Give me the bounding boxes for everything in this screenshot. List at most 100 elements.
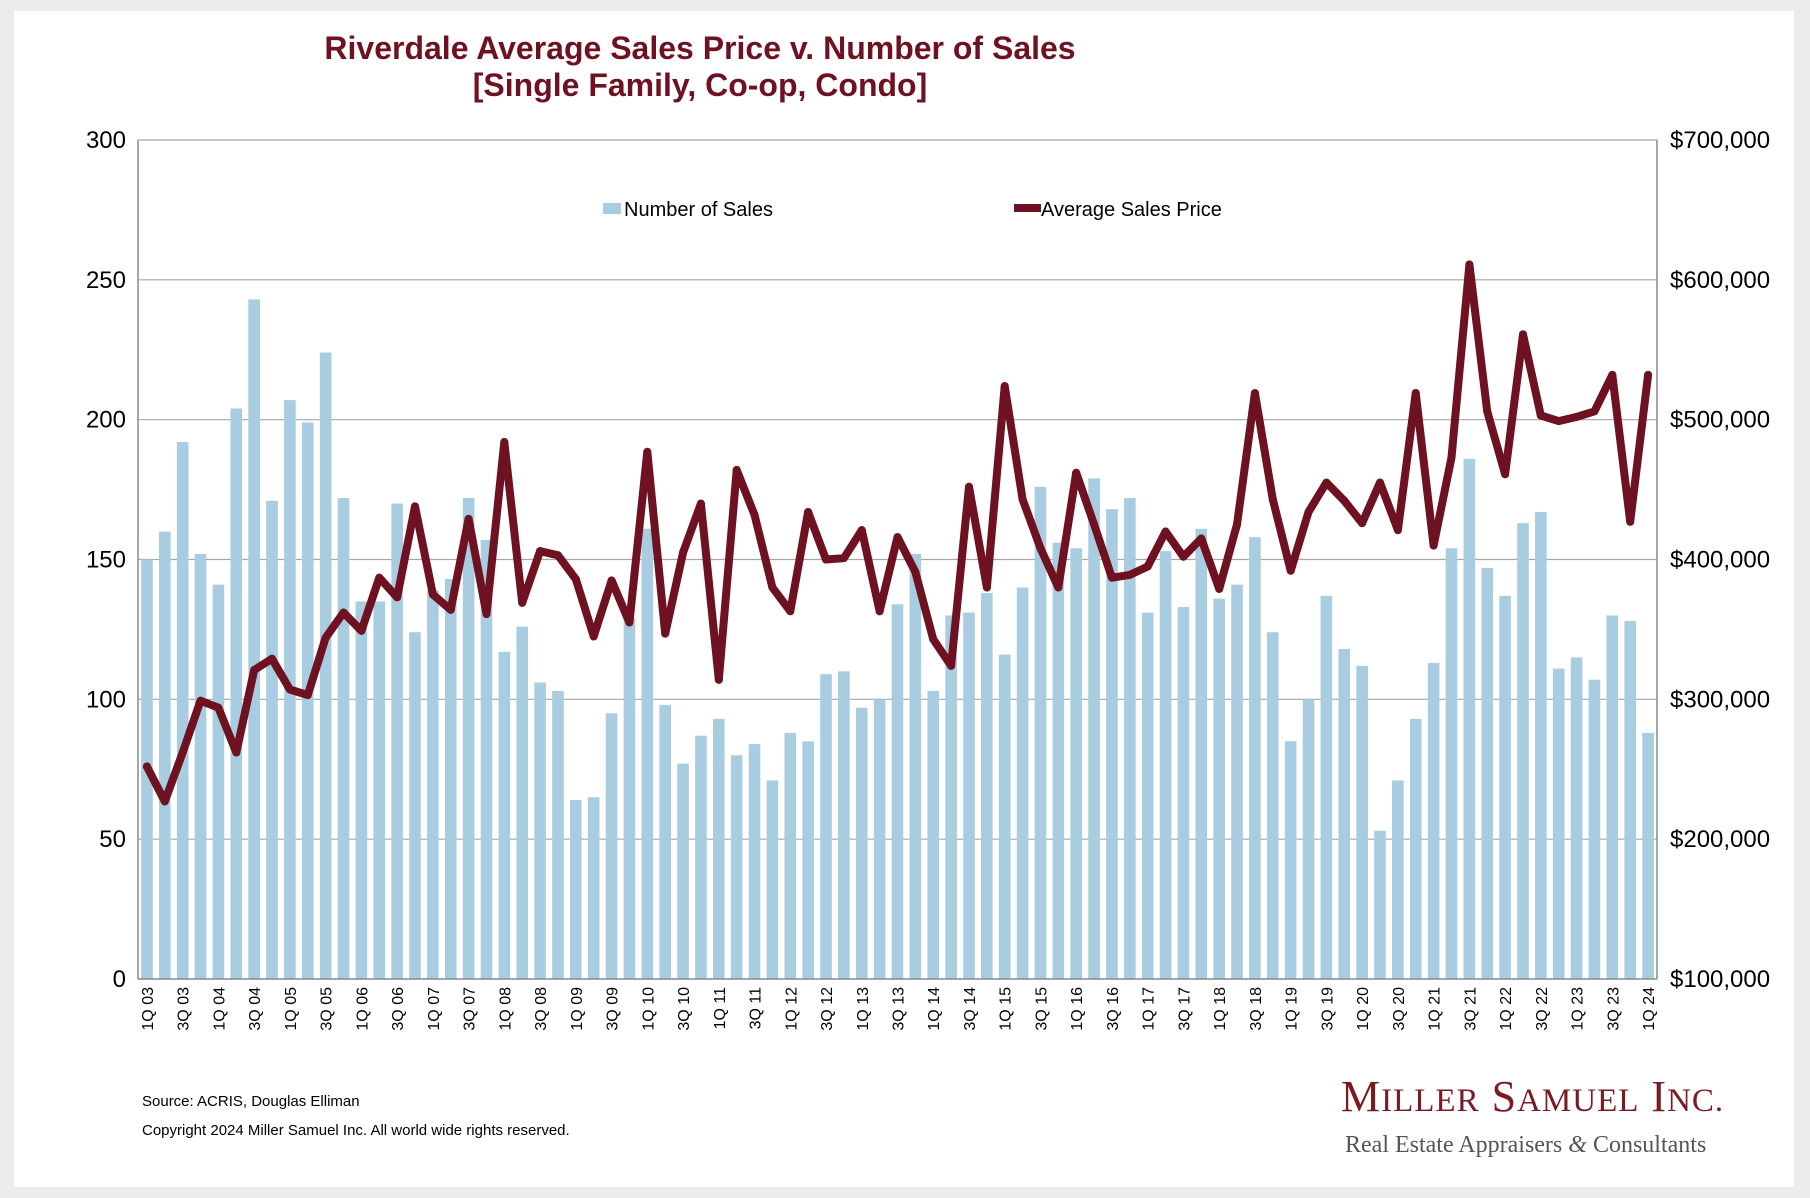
legend-label-line: Average Sales Price	[1041, 199, 1222, 221]
logo-initial-s: S	[1491, 1072, 1518, 1121]
logo-rest-i: NC.	[1667, 1083, 1725, 1119]
x-tick-label-18: 1Q 12	[783, 987, 800, 1031]
x-tick-label-25: 3Q 15	[1034, 987, 1051, 1031]
price-point-75	[1483, 407, 1492, 416]
price-point-55	[1125, 570, 1134, 579]
price-line-layer	[142, 260, 1653, 806]
x-tick-label-39: 3Q 22	[1534, 987, 1551, 1031]
x-tick-label-10: 1Q 08	[497, 987, 514, 1031]
left-tick-label-2: 100	[86, 686, 126, 713]
price-point-44	[929, 635, 938, 644]
logo-initial-i: I	[1651, 1072, 1668, 1121]
price-point-49	[1018, 495, 1027, 504]
price-point-70	[1393, 526, 1402, 535]
sales-bar-74	[1463, 458, 1476, 979]
sales-bar-80	[1570, 657, 1583, 979]
price-point-63	[1268, 495, 1277, 504]
company-tagline: Real Estate Appraisers & Consultants	[1345, 1132, 1706, 1159]
price-point-7	[268, 654, 277, 663]
sales-bar-30	[677, 763, 689, 979]
sales-bar-50	[1034, 486, 1047, 979]
sales-bar-75	[1481, 567, 1494, 979]
x-tick-label-8: 1Q 07	[426, 987, 443, 1031]
sales-bar-48	[998, 654, 1011, 979]
price-point-80	[1572, 412, 1581, 421]
price-point-61	[1233, 520, 1242, 529]
left-tick-label-5: 250	[86, 267, 126, 294]
price-point-84	[1644, 370, 1653, 379]
x-tick-label-37: 3Q 21	[1462, 987, 1479, 1031]
sales-bar-45	[945, 615, 957, 979]
price-point-41	[875, 607, 884, 616]
price-point-67	[1340, 496, 1349, 505]
price-point-56	[1143, 562, 1152, 571]
sales-bar-26	[605, 713, 618, 979]
price-point-42	[893, 533, 902, 542]
x-axis-ticks: 1Q 03 3Q 03 1Q 04 3Q 04 1Q 05 3Q 05 1Q 06 3Q 06…	[140, 987, 1658, 1031]
sales-bar-24	[570, 800, 582, 979]
price-point-32	[714, 675, 723, 684]
sales-bar-3	[194, 553, 207, 979]
sales-bar-34	[748, 744, 761, 979]
price-point-54	[1107, 573, 1116, 582]
price-point-72	[1429, 541, 1438, 550]
sales-bar-6	[248, 299, 260, 979]
price-point-78	[1536, 411, 1545, 420]
price-point-8	[285, 685, 294, 694]
logo-rest-m: ILLER	[1381, 1083, 1480, 1119]
price-point-81	[1590, 407, 1599, 416]
sales-bar-69	[1374, 830, 1386, 979]
sales-bar-47	[981, 593, 993, 979]
sales-bar-52	[1070, 548, 1083, 979]
sales-bar-84	[1642, 732, 1654, 979]
price-point-12	[357, 626, 366, 635]
legend-swatch-bars	[603, 203, 621, 214]
price-point-15	[410, 502, 419, 511]
x-tick-label-0: 1Q 03	[140, 987, 157, 1031]
price-point-27	[625, 618, 634, 627]
sales-bar-81	[1588, 679, 1601, 979]
price-point-60	[1215, 584, 1224, 593]
x-tick-label-1: 3Q 03	[176, 987, 193, 1031]
chart-canvas: Riverdale Average Sales Price v. Number …	[86, 30, 1770, 1139]
sales-bar-53	[1088, 478, 1100, 979]
price-point-18	[464, 514, 473, 523]
x-tick-label-11: 3Q 08	[533, 987, 550, 1031]
price-point-2	[178, 748, 187, 757]
right-tick-label-2: $300,000	[1670, 686, 1770, 713]
price-point-76	[1501, 470, 1510, 479]
sales-bar-56	[1141, 612, 1154, 979]
right-tick-label-6: $700,000	[1670, 127, 1770, 154]
price-point-38	[822, 555, 831, 564]
sales-bar-37	[802, 741, 814, 979]
price-point-3	[196, 696, 205, 705]
left-tick-label-0: 0	[113, 966, 126, 993]
price-point-4	[214, 703, 223, 712]
price-point-21	[518, 598, 527, 607]
sales-bar-7	[266, 500, 278, 979]
x-tick-label-24: 1Q 15	[998, 987, 1015, 1031]
price-point-13	[375, 573, 384, 582]
sales-bar-20	[498, 651, 511, 979]
left-axis-ticks: 0 50 100 150 200 250 300	[86, 127, 126, 993]
x-tick-label-36: 1Q 21	[1427, 987, 1444, 1031]
sales-bar-22	[534, 682, 546, 979]
source-note: Source: ACRIS, Douglas Elliman	[142, 1093, 360, 1110]
price-point-48	[1000, 382, 1009, 391]
price-point-79	[1554, 417, 1563, 426]
x-tick-label-14: 1Q 10	[640, 987, 657, 1031]
sales-bar-64	[1284, 741, 1297, 979]
sales-bar-15	[409, 632, 421, 979]
sales-bar-82	[1606, 615, 1619, 979]
sales-bar-2	[176, 442, 189, 979]
price-point-45	[947, 661, 956, 670]
x-tick-label-40: 1Q 23	[1570, 987, 1587, 1031]
x-tick-label-17: 3Q 11	[748, 987, 765, 1030]
price-point-71	[1411, 389, 1420, 398]
sales-bar-54	[1106, 509, 1118, 979]
right-axis-ticks: $100,000 $200,000 $300,000 $400,000 $500,000…	[1670, 127, 1770, 993]
sales-bar-71	[1409, 718, 1422, 979]
price-point-82	[1608, 370, 1617, 379]
price-point-43	[911, 568, 920, 577]
left-tick-label-4: 200	[86, 407, 126, 434]
